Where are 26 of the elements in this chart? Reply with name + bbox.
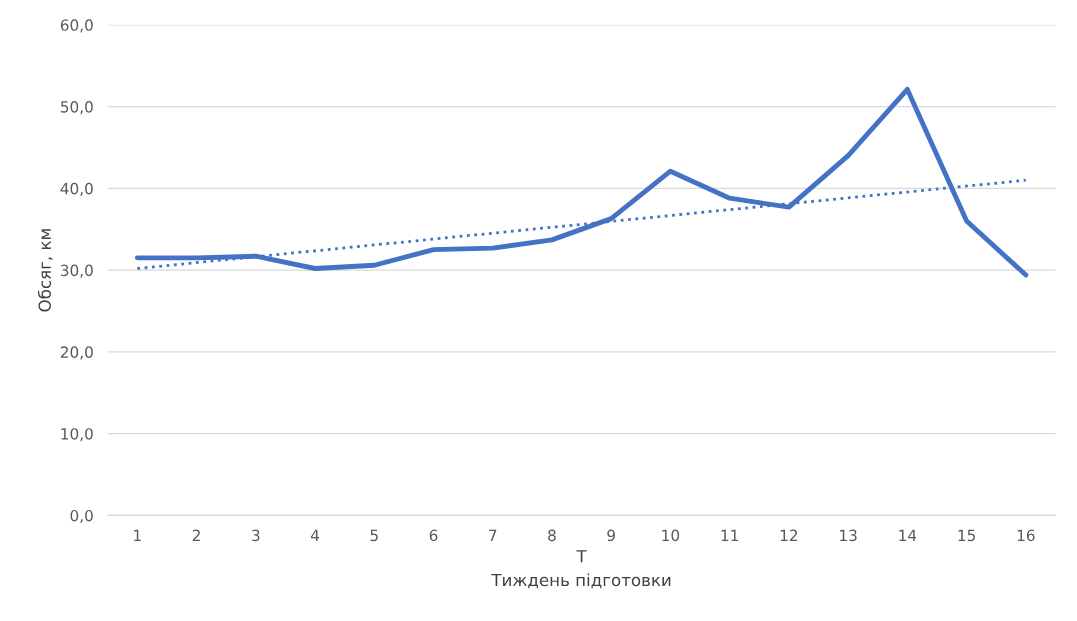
y-tick-label: 60,0 [60,19,93,33]
x-tick-label: 2 [192,529,200,541]
x-tick-label: 5 [370,529,378,542]
x-tick-label: 12 [780,529,798,541]
y-tick-label: 50,0 [60,101,93,115]
x-tick-label: 6 [429,529,438,542]
y-tick-label: 0,0 [70,509,93,524]
x-tick-label: 7 [489,529,497,541]
x-tick-label: 4 [310,529,320,541]
y-tick-label: 40,0 [60,182,93,196]
y-tick-label: 10,0 [61,428,93,442]
x-tick-label: 16 [1017,529,1035,542]
y-axis-title: Обсяг, км [37,229,53,312]
x-tick-label: 3 [252,529,260,542]
x-tick-label: 10 [662,529,680,542]
x-axis-title: T Тиждень підготовки [491,550,671,589]
x-tick-label: 13 [840,529,857,542]
x-tick-label: 9 [607,529,615,542]
y-tick-label: 20,0 [60,346,93,360]
y-tick-label: 30,0 [60,264,93,278]
x-tick-label: 1 [134,529,141,541]
x-tick-label: 14 [899,529,917,541]
x-tick-label: 8 [548,529,556,542]
x-tick-label: 11 [721,529,738,541]
line-series [134,87,1029,278]
x-tick-label: 15 [958,529,975,542]
